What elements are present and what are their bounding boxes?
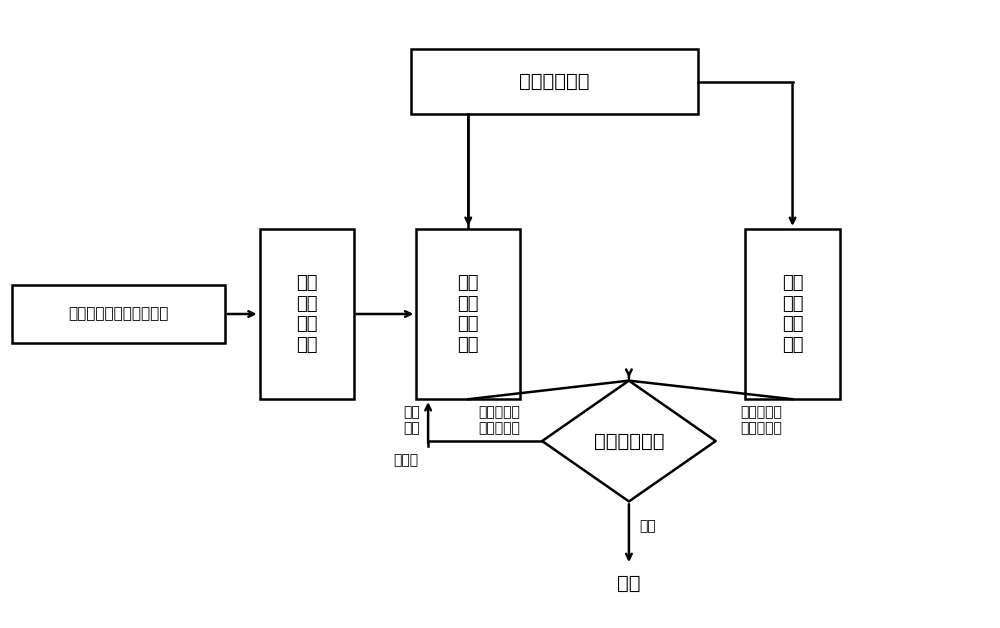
- Text: 产生各帧数据: 产生各帧数据: [519, 72, 590, 91]
- Text: 正确
数据
处理
模块: 正确 数据 处理 模块: [296, 274, 317, 354]
- Text: 正确的帧数
据处理结果: 正确的帧数 据处理结果: [741, 406, 783, 436]
- Bar: [745, 229, 840, 399]
- Bar: [260, 229, 354, 399]
- Text: 处理结果分析: 处理结果分析: [594, 431, 664, 450]
- Text: 错误的帧数
据处理结果: 错误的帧数 据处理结果: [478, 406, 520, 436]
- Bar: [416, 229, 520, 399]
- Text: 单粒子辐照效应错误列表: 单粒子辐照效应错误列表: [68, 306, 168, 322]
- Bar: [12, 284, 225, 344]
- Text: 不一致: 不一致: [393, 453, 418, 467]
- Text: 正确
数据
处理
模块: 正确 数据 处理 模块: [782, 274, 803, 354]
- Text: 结束: 结束: [617, 574, 641, 593]
- Text: 错误
报告: 错误 报告: [403, 406, 420, 436]
- Bar: [411, 49, 698, 114]
- Text: 错误
数据
处理
模块: 错误 数据 处理 模块: [458, 274, 479, 354]
- Text: 一致: 一致: [639, 519, 656, 533]
